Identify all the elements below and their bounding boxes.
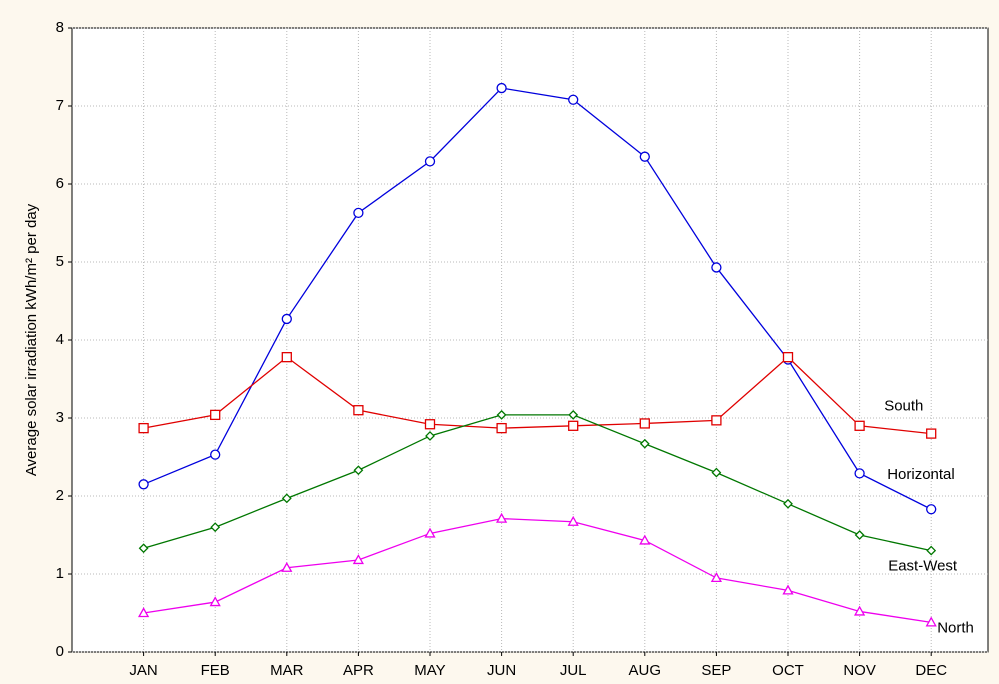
marker bbox=[926, 545, 937, 556]
marker bbox=[568, 94, 579, 105]
marker bbox=[710, 572, 723, 583]
marker bbox=[495, 512, 508, 523]
y-tick-label: 2 bbox=[56, 487, 64, 504]
marker bbox=[711, 262, 722, 273]
marker bbox=[425, 431, 435, 441]
marker bbox=[639, 151, 650, 162]
series-line bbox=[143, 87, 932, 510]
series-label: South bbox=[884, 398, 923, 415]
marker bbox=[854, 420, 865, 431]
y-tick-label: 7 bbox=[56, 97, 64, 114]
marker bbox=[281, 352, 292, 363]
x-tick-label: MAR bbox=[270, 662, 304, 679]
series-line bbox=[143, 517, 932, 624]
marker bbox=[854, 530, 865, 540]
marker bbox=[926, 428, 937, 439]
y-tick-label: 6 bbox=[56, 175, 64, 192]
marker bbox=[137, 607, 150, 618]
marker bbox=[281, 561, 293, 572]
x-tick-label: JAN bbox=[129, 662, 157, 679]
x-tick-label: SEP bbox=[701, 662, 731, 679]
marker bbox=[853, 605, 866, 616]
y-tick-label: 5 bbox=[56, 253, 64, 270]
series-label: East-West bbox=[888, 558, 958, 575]
marker bbox=[138, 479, 149, 490]
y-tick-label: 3 bbox=[56, 409, 64, 426]
marker bbox=[210, 522, 221, 533]
marker bbox=[568, 409, 579, 420]
x-tick-label: AUG bbox=[629, 662, 662, 679]
marker bbox=[854, 468, 865, 479]
y-tick-label: 0 bbox=[56, 643, 64, 660]
marker bbox=[281, 313, 292, 325]
marker bbox=[424, 419, 436, 430]
series-label: North bbox=[937, 619, 974, 636]
marker bbox=[782, 584, 794, 595]
marker bbox=[210, 449, 221, 460]
plot-area bbox=[71, 27, 989, 653]
x-tick-label: MAY bbox=[414, 662, 445, 679]
marker bbox=[568, 420, 579, 431]
marker bbox=[424, 156, 436, 167]
y-tick-label: 1 bbox=[56, 565, 64, 582]
series-line bbox=[143, 414, 932, 552]
x-tick-label: FEB bbox=[201, 662, 230, 679]
marker bbox=[711, 467, 722, 478]
marker bbox=[424, 527, 436, 538]
marker bbox=[353, 465, 364, 476]
marker bbox=[209, 596, 221, 607]
marker bbox=[496, 82, 507, 94]
marker bbox=[782, 352, 794, 363]
marker bbox=[352, 554, 365, 565]
series-line bbox=[143, 356, 932, 435]
marker bbox=[926, 504, 937, 515]
marker bbox=[496, 422, 507, 434]
series-label: Horizontal bbox=[887, 466, 955, 483]
y-tick-label: 4 bbox=[56, 331, 64, 348]
marker bbox=[711, 415, 722, 426]
x-tick-label: NOV bbox=[843, 662, 876, 679]
marker bbox=[639, 438, 650, 449]
marker bbox=[496, 409, 507, 420]
marker bbox=[138, 422, 149, 434]
x-tick-label: JUL bbox=[560, 662, 587, 679]
x-tick-label: APR bbox=[343, 662, 374, 679]
x-tick-label: JUN bbox=[487, 662, 516, 679]
marker bbox=[138, 543, 149, 554]
marker bbox=[639, 534, 651, 545]
marker bbox=[353, 405, 364, 416]
marker bbox=[639, 418, 650, 429]
y-axis-label: Average solar irradiation kWh/m² per day bbox=[23, 203, 40, 476]
x-tick-label: OCT bbox=[772, 662, 804, 679]
y-tick-label: 8 bbox=[56, 19, 64, 36]
marker bbox=[353, 207, 364, 219]
marker bbox=[925, 616, 937, 627]
x-tick-label: DEC bbox=[915, 662, 947, 679]
marker bbox=[210, 409, 221, 421]
marker bbox=[281, 493, 292, 504]
marker bbox=[783, 498, 793, 509]
marker bbox=[567, 515, 579, 526]
